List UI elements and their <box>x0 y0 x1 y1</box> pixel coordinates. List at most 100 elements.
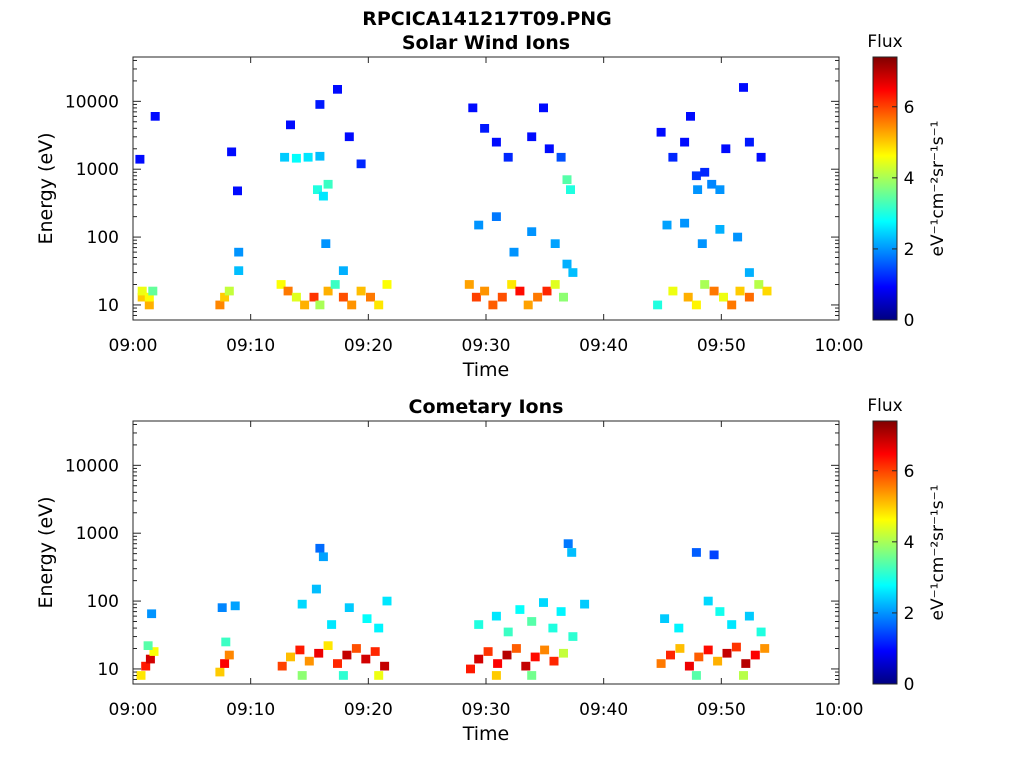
cometary-cell-42 <box>521 661 531 671</box>
solar-wind-cell-6 <box>220 292 230 302</box>
solar-wind-cell-98 <box>733 232 743 242</box>
solar-wind-cell-52 <box>323 179 333 189</box>
solar-wind-cell-101 <box>680 218 690 228</box>
solar-wind-cell-12 <box>309 292 319 302</box>
cometary-cell-11 <box>230 601 240 611</box>
cometary-cell-26 <box>374 671 384 680</box>
cometary-cell-4 <box>143 641 153 650</box>
solar-wind-cell-80 <box>550 239 560 248</box>
solar-wind-cell-55 <box>333 85 342 94</box>
solar-wind-colorbar-tick-label-1: 2 <box>904 240 915 260</box>
solar-wind-cell-60 <box>227 147 237 157</box>
cometary-x-tick-label-1: 09:10 <box>226 700 275 720</box>
cometary-x-tick-label-0: 09:00 <box>109 700 158 720</box>
solar-wind-x-tick-label-3: 09:30 <box>462 336 511 356</box>
solar-wind-cell-43 <box>744 292 754 302</box>
solar-wind-cell-37 <box>691 300 701 310</box>
cometary-cell-18 <box>333 659 342 668</box>
cometary-cell-35 <box>382 596 392 606</box>
solar-wind-cell-39 <box>709 286 719 296</box>
solar-wind-cell-73 <box>562 175 572 184</box>
cometary-cell-46 <box>559 648 568 658</box>
cometary-cell-34 <box>374 623 384 633</box>
cometary-cell-77 <box>691 548 701 557</box>
cometary-cell-3 <box>149 647 159 656</box>
cometary-cell-33 <box>362 614 372 623</box>
cometary-cell-38 <box>483 647 493 656</box>
cometary-cell-43 <box>530 652 540 662</box>
cometary-x-axis-label: Time <box>462 723 510 745</box>
solar-wind-cell-54 <box>315 100 325 109</box>
solar-wind-y-tick-label-2: 1000 <box>76 160 119 180</box>
solar-wind-cell-8 <box>276 280 286 289</box>
solar-wind-cell-35 <box>668 286 678 296</box>
cometary-cell-10 <box>217 603 227 612</box>
cometary-cell-60 <box>567 548 577 557</box>
cometary-ions-panel: Cometary Ions 09:00 09:10 09:20 09:30 09:40 09… <box>35 396 948 745</box>
solar-wind-cell-24 <box>480 286 490 296</box>
cometary-y-tick-label-2: 1000 <box>76 524 119 544</box>
cometary-cell-1 <box>141 661 151 671</box>
solar-wind-cell-21 <box>382 280 392 289</box>
solar-wind-cell-61 <box>233 186 242 196</box>
cometary-cell-58 <box>580 599 590 609</box>
solar-wind-cell-27 <box>507 280 517 289</box>
solar-wind-cell-78 <box>509 247 519 257</box>
cometary-colorbar-unit: eV⁻¹cm⁻²sr⁻¹s⁻¹ <box>928 485 948 621</box>
solar-wind-cell-30 <box>533 292 543 302</box>
solar-wind-cell-89 <box>707 179 717 189</box>
solar-wind-cell-94 <box>756 152 766 162</box>
cometary-cell-47 <box>491 671 501 680</box>
solar-wind-ions-panel: Solar Wind Ions 09:00 09:10 09:20 09:30 09:40… <box>35 32 948 381</box>
cometary-colorbar-title: Flux <box>867 396 902 416</box>
cometary-cell-36 <box>466 664 475 674</box>
solar-wind-cell-32 <box>550 280 560 289</box>
solar-wind-cell-74 <box>566 185 575 194</box>
solar-wind-cell-70 <box>527 132 537 142</box>
solar-wind-cell-18 <box>356 286 366 296</box>
solar-wind-colorbar-tick-label-2: 4 <box>904 169 915 189</box>
solar-wind-y-axis-label: Energy (eV) <box>35 132 57 244</box>
cometary-cell-20 <box>351 644 361 653</box>
cometary-cell-68 <box>722 648 732 658</box>
cometary-x-tick-label-2: 09:20 <box>344 700 393 720</box>
cometary-cell-48 <box>527 671 537 680</box>
solar-wind-cell-41 <box>727 300 737 310</box>
solar-wind-cell-63 <box>234 266 244 275</box>
solar-wind-cell-50 <box>313 185 322 194</box>
solar-wind-cell-84 <box>668 152 678 162</box>
cometary-cell-40 <box>502 650 512 660</box>
solar-wind-x-tick-label-4: 09:40 <box>579 336 628 356</box>
cometary-cell-37 <box>474 654 484 664</box>
solar-wind-cell-97 <box>715 225 725 234</box>
solar-wind-cell-100 <box>662 220 672 230</box>
cometary-cell-62 <box>666 650 675 660</box>
solar-wind-cell-10 <box>291 292 301 302</box>
solar-wind-cell-4 <box>148 286 158 296</box>
solar-wind-cell-45 <box>762 286 772 296</box>
solar-wind-colorbar <box>872 56 898 321</box>
solar-wind-title: Solar Wind Ions <box>402 32 570 54</box>
cometary-cell-28 <box>318 552 328 562</box>
solar-wind-cell-66 <box>468 103 478 113</box>
solar-wind-cell-16 <box>338 292 348 302</box>
cometary-cell-0 <box>136 671 146 680</box>
solar-wind-cell-77 <box>491 212 501 221</box>
solar-wind-x-tick-label-6: 10:00 <box>815 336 864 356</box>
cometary-cell-50 <box>491 611 501 621</box>
solar-wind-cell-57 <box>356 159 366 169</box>
solar-wind-cell-95 <box>686 112 695 121</box>
cometary-cell-6 <box>215 667 225 677</box>
solar-wind-cell-62 <box>234 247 244 257</box>
solar-wind-cell-34 <box>653 300 663 310</box>
solar-wind-cell-93 <box>744 137 754 147</box>
solar-wind-cell-65 <box>338 266 348 275</box>
cometary-cell-63 <box>675 644 685 653</box>
solar-wind-cell-7 <box>224 286 234 296</box>
solar-wind-cell-47 <box>291 153 301 163</box>
cometary-cell-41 <box>511 644 521 653</box>
cometary-cell-80 <box>715 607 725 616</box>
cometary-cell-21 <box>361 654 371 664</box>
solar-wind-cell-9 <box>283 286 293 296</box>
cometary-cell-79 <box>703 596 713 606</box>
